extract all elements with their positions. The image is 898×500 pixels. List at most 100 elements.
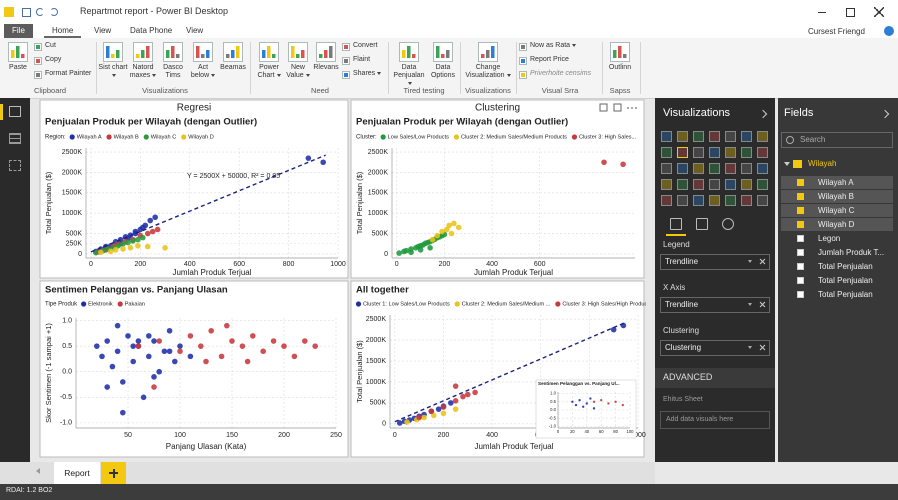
menu-tab[interactable]: View	[178, 24, 211, 38]
more-icon[interactable]	[635, 107, 637, 109]
field-checkbox[interactable]	[797, 263, 804, 270]
field-name[interactable]: Jumlah Produk T...	[818, 248, 884, 257]
visual-type-icon[interactable]	[725, 131, 736, 142]
visual-type-icon[interactable]	[677, 147, 688, 158]
menu-tab[interactable]: Data Phone	[122, 24, 180, 38]
menu-tab[interactable]: Home	[44, 24, 81, 38]
ribbon-button[interactable]: Rlevans	[312, 64, 340, 72]
visual-type-icon[interactable]	[757, 147, 768, 158]
visual-type-icon[interactable]	[709, 195, 720, 206]
visual-type-icon[interactable]	[709, 147, 720, 158]
ribbon-button[interactable]: Shares	[353, 70, 381, 77]
field-checkbox[interactable]	[797, 179, 804, 186]
advanced-header[interactable]: ADVANCED	[663, 372, 712, 382]
menu-tab[interactable]: View	[86, 24, 119, 38]
visual-type-icon[interactable]	[693, 163, 704, 174]
field-checkbox[interactable]	[797, 207, 804, 214]
visual-type-icon[interactable]	[741, 163, 752, 174]
visual-type-icon[interactable]	[693, 147, 704, 158]
visual-type-icon[interactable]	[693, 179, 704, 190]
well-dropdown[interactable]	[748, 346, 752, 349]
ribbon-button[interactable]: Beamas	[218, 64, 248, 72]
visual-type-icon[interactable]	[709, 179, 720, 190]
visual-type-icon[interactable]	[677, 179, 688, 190]
drop-zone[interactable]: Add data visuals here	[660, 411, 770, 429]
visual-type-icon[interactable]	[709, 131, 720, 142]
page-tab[interactable]: Report	[54, 462, 100, 484]
field-checkbox[interactable]	[797, 221, 804, 228]
field-name[interactable]: Total Penjualan	[818, 262, 873, 271]
ribbon-button[interactable]: Power Chart	[254, 64, 284, 80]
visual-type-icon[interactable]	[725, 163, 736, 174]
visual-type-icon[interactable]	[661, 195, 672, 206]
visual-type-icon[interactable]	[741, 179, 752, 190]
field-checkbox[interactable]	[797, 291, 804, 298]
more-icon[interactable]	[631, 107, 633, 109]
ribbon-button[interactable]: New Value	[284, 64, 312, 80]
search-box[interactable]	[781, 132, 893, 148]
ribbon-button[interactable]: Data Options	[426, 64, 460, 80]
ribbon-button[interactable]: Priverhoite censims	[530, 70, 591, 77]
visual-type-icon[interactable]	[661, 179, 672, 190]
menu-tab[interactable]: File	[4, 24, 33, 38]
visual-type-icon[interactable]	[661, 163, 672, 174]
ribbon-button[interactable]: Convert	[353, 42, 378, 49]
ribbon-button[interactable]: Copy	[45, 56, 61, 63]
visual-panel[interactable]	[40, 281, 348, 457]
ribbon-button[interactable]: Report Price	[530, 56, 569, 63]
field-name[interactable]: Wilayah A	[818, 178, 854, 187]
ribbon-button[interactable]: Cut	[45, 42, 56, 49]
expand-icon[interactable]	[784, 162, 790, 166]
visual-type-icon[interactable]	[677, 163, 688, 174]
visual-type-icon[interactable]	[709, 163, 720, 174]
ribbon-button[interactable]: Dasco Tims	[158, 64, 188, 80]
field-name[interactable]: Wilayah C	[818, 206, 854, 215]
ribbon-button[interactable]: Data Penjualan	[392, 64, 426, 88]
visual-type-icon[interactable]	[725, 195, 736, 206]
visual-type-icon[interactable]	[661, 131, 672, 142]
field-checkbox[interactable]	[797, 249, 804, 256]
visual-type-icon[interactable]	[661, 147, 672, 158]
ribbon-button[interactable]: Act below	[188, 64, 218, 80]
field-name[interactable]: Legon	[818, 234, 840, 243]
visual-type-icon[interactable]	[693, 131, 704, 142]
visual-type-icon[interactable]	[725, 147, 736, 158]
visual-type-icon[interactable]	[741, 195, 752, 206]
ribbon-button[interactable]: Natord maxes	[128, 64, 158, 80]
pane-tab-icon[interactable]	[722, 218, 734, 230]
field-name[interactable]: Wilayah D	[818, 220, 854, 229]
field-checkbox[interactable]	[797, 193, 804, 200]
visual-type-icon[interactable]	[757, 163, 768, 174]
data-view-icon[interactable]	[9, 133, 21, 144]
ribbon-button[interactable]: Sist chart	[98, 64, 128, 80]
table-name[interactable]: Wilayah	[808, 159, 836, 168]
pane-tab-icon[interactable]	[696, 218, 708, 230]
ribbon-button[interactable]: Outlinn	[604, 64, 636, 72]
visual-type-icon[interactable]	[757, 195, 768, 206]
tab-scroll-left[interactable]	[36, 468, 40, 474]
visual-type-icon[interactable]	[677, 195, 688, 206]
ribbon-button[interactable]: Now as Rata	[530, 42, 576, 49]
field-checkbox[interactable]	[797, 277, 804, 284]
visual-type-icon[interactable]	[757, 131, 768, 142]
ribbon-button[interactable]: Flaint	[353, 56, 370, 63]
ribbon-button[interactable]: Paste	[4, 64, 32, 72]
visual-type-icon[interactable]	[741, 131, 752, 142]
visual-type-icon[interactable]	[693, 195, 704, 206]
ribbon-button[interactable]: Change Visualization	[462, 64, 514, 80]
report-view-icon[interactable]	[9, 106, 21, 117]
ribbon-button[interactable]: Format Painter	[45, 70, 91, 77]
visual-type-icon[interactable]	[677, 131, 688, 142]
visual-type-icon[interactable]	[757, 179, 768, 190]
visual-type-icon[interactable]	[741, 147, 752, 158]
field-name[interactable]: Total Penjualan	[818, 276, 873, 285]
more-icon[interactable]	[627, 107, 629, 109]
field-name[interactable]: Wilayah B	[818, 192, 854, 201]
pane-tab-icon[interactable]	[670, 218, 682, 230]
well-dropdown[interactable]	[748, 303, 752, 306]
visual-type-icon[interactable]	[725, 179, 736, 190]
model-view-icon[interactable]	[9, 160, 21, 171]
field-checkbox[interactable]	[797, 235, 804, 242]
well-dropdown[interactable]	[748, 260, 752, 263]
field-name[interactable]: Total Penjualan	[818, 290, 873, 299]
